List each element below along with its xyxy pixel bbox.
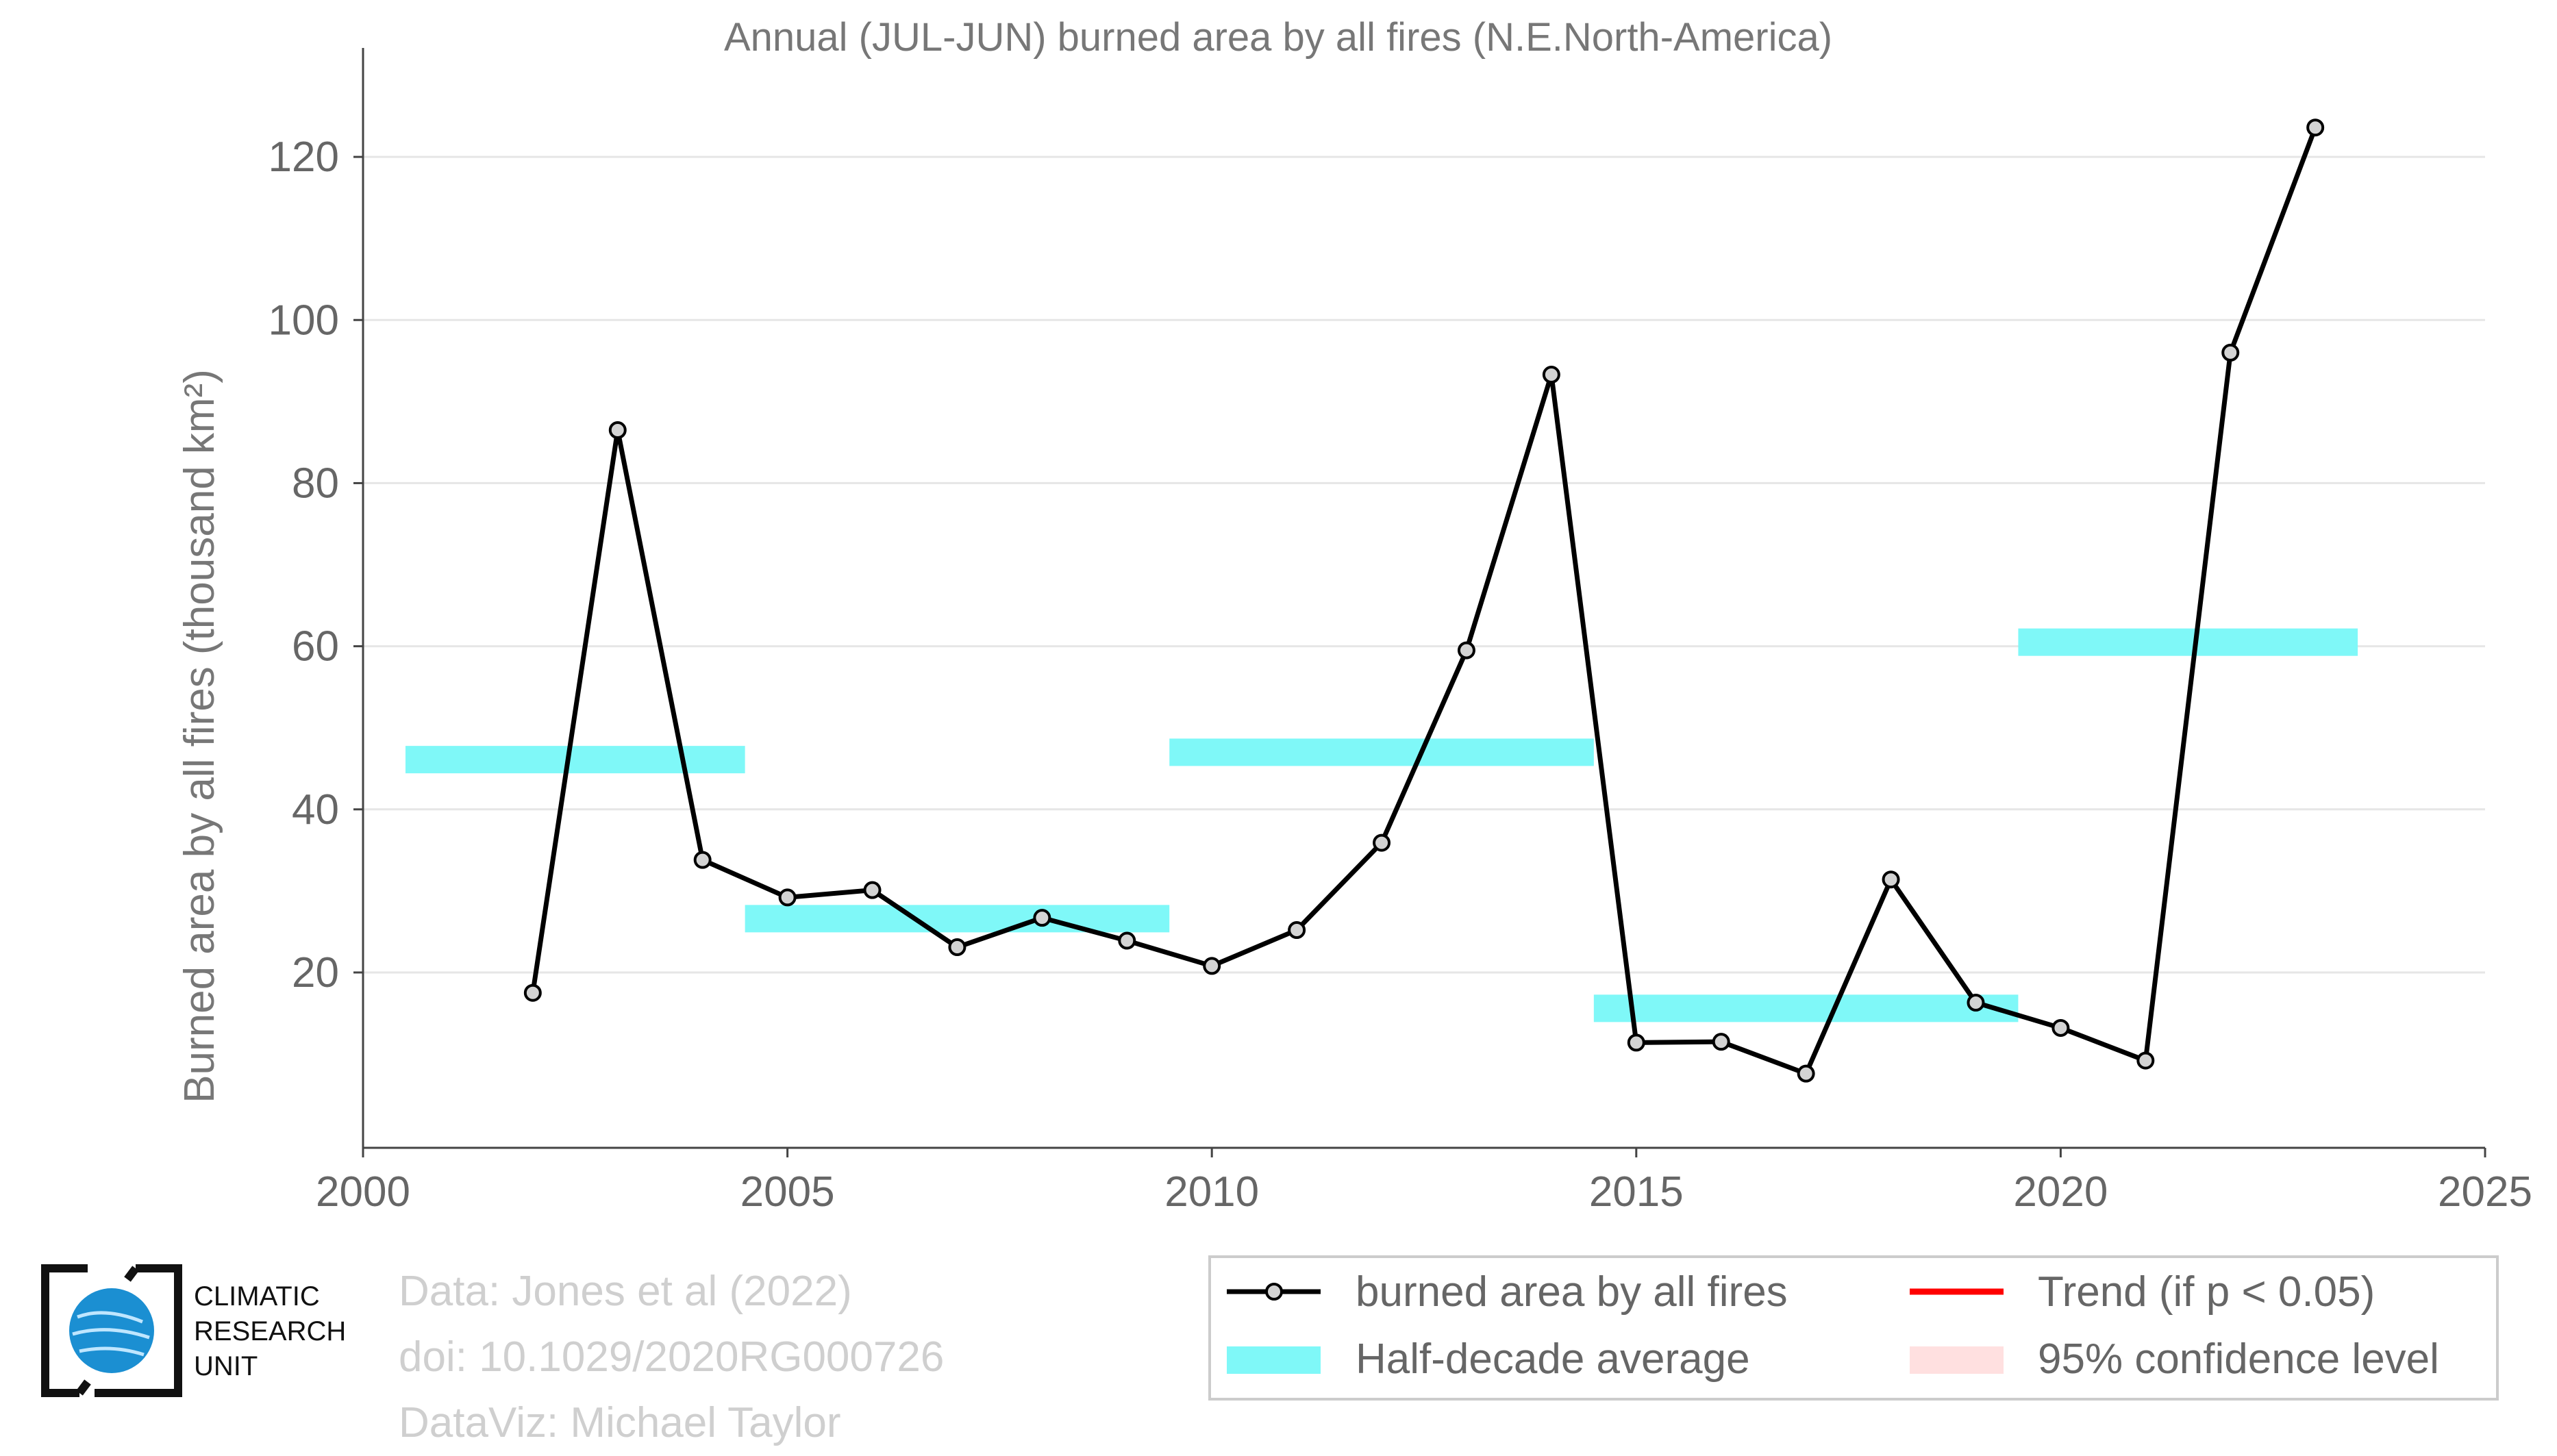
logo-text: CLIMATIC RESEARCH UNIT [194, 1279, 346, 1384]
x-tick-label: 2015 [1589, 1168, 1684, 1216]
data-point [863, 881, 882, 899]
legend-confidence-swatch [1910, 1346, 2004, 1374]
data-point [2136, 1051, 2155, 1070]
data-point [1373, 833, 1391, 852]
data-point [1797, 1064, 1815, 1083]
y-tick-label: 120 [269, 134, 339, 181]
legend-label-series: burned area by all fires [1356, 1268, 1788, 1316]
x-tick-label: 2020 [2013, 1168, 2108, 1216]
legend-label-confidence: 95% confidence level [2038, 1335, 2439, 1383]
legend-frame [1208, 1255, 2499, 1401]
series-line [530, 126, 2318, 1077]
credits: Data: Jones et al (2022) doi: 10.1029/20… [399, 1259, 944, 1456]
data-point [1882, 870, 1900, 889]
half-decade-bar [745, 905, 1170, 933]
half-decade-bar [1593, 994, 2019, 1022]
data-point [523, 983, 542, 1002]
credit-data: Data: Jones et al (2022) [399, 1268, 852, 1315]
credit-dataviz: DataViz: Michael Taylor [399, 1399, 841, 1446]
cru-logo [41, 1264, 182, 1397]
logo-line-3: UNIT [194, 1351, 258, 1381]
data-point [1457, 641, 1475, 660]
y-tick-label: 20 [292, 949, 339, 996]
x-tick-label: 2010 [1164, 1168, 1259, 1216]
legend-label-half-decade: Half-decade average [1356, 1335, 1750, 1383]
half-decade-bar [1169, 738, 1594, 766]
data-point [778, 888, 797, 907]
y-tick-label: 80 [292, 460, 339, 507]
data-point [1118, 931, 1136, 950]
data-point [1627, 1033, 1645, 1052]
logo-line-1: CLIMATIC [194, 1281, 320, 1311]
half-decade-bars [405, 628, 2358, 1022]
y-tick-label: 100 [269, 297, 339, 344]
data-point [2051, 1018, 2070, 1037]
data-point [948, 938, 966, 957]
data-point [1033, 909, 1051, 927]
data-point [1712, 1033, 1730, 1051]
x-tick-label: 2000 [316, 1168, 410, 1216]
y-axis-label: Burned area by all fires (thousand km²) [176, 369, 223, 1103]
legend-label-trend: Trend (if p < 0.05) [2038, 1268, 2375, 1316]
half-decade-bar [405, 746, 745, 774]
chart-title: Annual (JUL-JUN) burned area by all fire… [724, 15, 1832, 60]
logo-line-2: RESEARCH [194, 1316, 347, 1346]
data-point [2221, 343, 2240, 362]
x-tick-label: 2025 [2438, 1168, 2532, 1216]
axes: 20 40 60 80 100 120 2000 2005 2010 2015 2020 2025 [269, 48, 2532, 1216]
data-point [1542, 366, 1560, 384]
x-tick-label: 2005 [740, 1168, 835, 1216]
legend-marker-swatch [1265, 1283, 1283, 1301]
credit-doi: doi: 10.1029/2020RG000726 [399, 1333, 945, 1381]
grid [363, 155, 2485, 974]
legend: burned area by all fires Trend (if p < 0… [1208, 1255, 2499, 1401]
legend-band-swatch [1227, 1346, 1321, 1374]
half-decade-bar [2018, 628, 2358, 656]
data-point [2306, 118, 2325, 137]
series-layer [523, 118, 2325, 1083]
data-point [1203, 957, 1221, 975]
data-point [608, 421, 627, 440]
y-tick-label: 40 [292, 786, 339, 833]
data-point [693, 851, 712, 869]
y-tick-label: 60 [292, 623, 339, 670]
data-point [1967, 994, 1985, 1012]
data-point [1288, 921, 1306, 940]
